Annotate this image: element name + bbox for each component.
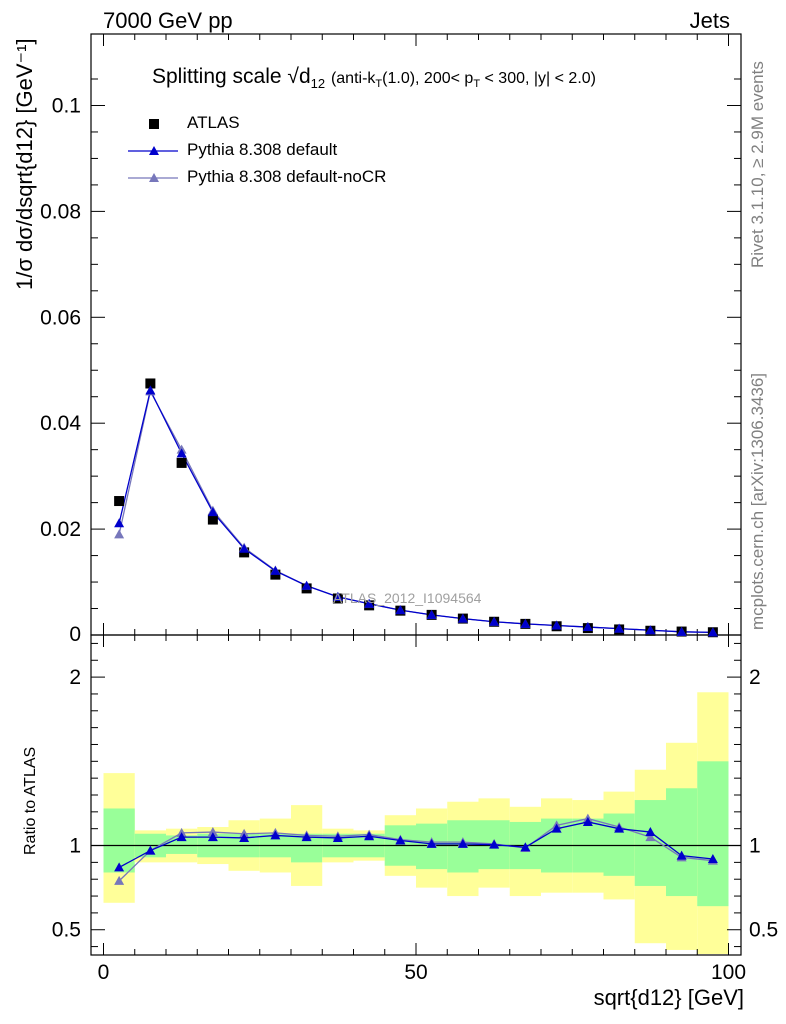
data-point-pythia-default — [114, 518, 125, 528]
data-point-pythia-default — [457, 613, 468, 623]
y-tick-label: 0.04 — [40, 412, 81, 435]
jets-label: Jets — [689, 8, 730, 33]
y-tick-label: 1 — [69, 835, 81, 858]
ratio-point-pythia-default — [520, 842, 531, 852]
x-tick-label: 50 — [404, 961, 427, 984]
ratio-point-pythia-default — [332, 832, 343, 842]
ratio-uncertainty-bands — [103, 692, 729, 954]
y-tick-label-right: 2 — [749, 666, 761, 689]
y-tick-label: 0.08 — [40, 200, 81, 223]
y-tick-label-right: 1 — [749, 835, 761, 858]
data-point-pythia-default — [582, 622, 593, 632]
ratio-point-pythia-default — [176, 832, 187, 842]
y-tick-label: 2 — [69, 666, 81, 689]
analysis-tag: ATLAS_2012_I1094564 — [333, 590, 482, 606]
data-point-pythia-default — [489, 616, 500, 626]
mcplots-label: mcplots.cern.ch [arXiv:1306.3436] — [748, 372, 767, 630]
ratio-y-axis-label: Ratio to ATLAS — [22, 746, 39, 855]
band-1sigma — [666, 788, 698, 897]
ratio-plot-series — [114, 813, 718, 885]
band-1sigma — [634, 800, 666, 886]
chart-title: Splitting scale √d12 (anti-kT(1.0), 200<… — [152, 65, 596, 92]
data-point-pythia-default — [426, 609, 437, 619]
ratio-point-pythia-default — [145, 845, 156, 855]
data-point-pythia-default — [645, 625, 656, 635]
ratio-point-pythia-nocr — [114, 875, 125, 885]
band-1sigma — [697, 761, 729, 907]
data-point-pythia-default — [270, 565, 281, 575]
y-tick-label: 0 — [69, 623, 81, 646]
ratio-point-pythia-default — [614, 823, 625, 833]
main-y-axis-label: 1/σ dσ/dsqrt{d12} [GeV⁻¹] — [12, 38, 37, 290]
collision-label: 7000 GeV pp — [103, 8, 233, 33]
ratio-point-pythia-nocr — [645, 832, 656, 842]
y-tick-label: 0.1 — [52, 94, 81, 117]
data-point-atlas — [176, 457, 187, 468]
y-tick-label: 0.02 — [40, 518, 81, 541]
ratio-point-pythia-default — [270, 830, 281, 840]
data-point-pythia-default — [364, 598, 375, 608]
legend-label-pythia-default: Pythia 8.308 default — [187, 140, 338, 159]
ratio-point-pythia-default — [364, 831, 375, 841]
legend-label-pythia-nocr: Pythia 8.308 default-noCR — [187, 167, 387, 186]
data-point-pythia-default — [614, 623, 625, 633]
data-point-pythia-default — [520, 618, 531, 628]
data-point-pythia-nocr — [114, 529, 125, 539]
data-point-pythia-default — [676, 626, 687, 636]
data-point-pythia-default — [395, 605, 406, 615]
x-axis-label: sqrt{d12} [GeV] — [593, 985, 744, 1010]
data-point-pythia-default — [332, 591, 343, 601]
y-tick-label: 0.06 — [40, 306, 81, 329]
rivet-label: Rivet 3.1.10, ≥ 2.9M events — [748, 61, 767, 268]
ratio-point-pythia-default — [489, 839, 500, 849]
ratio-line-pythia-default — [118, 821, 713, 868]
legend-label-atlas: ATLAS — [187, 113, 240, 132]
data-point-pythia-default — [551, 620, 562, 630]
ratio-point-pythia-default — [426, 838, 437, 848]
data-point-atlas — [145, 378, 156, 389]
main-plot-frame: 0.02 0.04 0.06 0.08 0.1 0 — [40, 33, 742, 646]
data-point-pythia-default — [301, 580, 312, 590]
legend-marker-atlas — [149, 119, 159, 129]
ratio-point-pythia-nocr — [207, 827, 218, 837]
x-tick-label: 0 — [98, 961, 110, 984]
main-plot-series — [114, 378, 718, 638]
data-point-pythia-default — [145, 385, 156, 395]
legend-marker-pythia-default — [149, 146, 159, 155]
ratio-point-pythia-default — [645, 827, 656, 837]
ratio-point-pythia-default — [395, 835, 406, 845]
y-tick-label: 0.5 — [52, 919, 81, 942]
legend-markers — [128, 119, 178, 182]
ratio-point-pythia-default — [582, 816, 593, 826]
data-point-pythia-default — [207, 507, 218, 517]
data-point-atlas — [114, 496, 125, 507]
ratio-point-pythia-default — [207, 832, 218, 842]
ratio-point-pythia-default — [707, 854, 718, 863]
ratio-point-pythia-default — [676, 850, 687, 860]
ratio-point-pythia-default — [457, 838, 468, 848]
data-point-pythia-default — [239, 543, 250, 553]
data-point-atlas — [207, 514, 218, 525]
series-line-pythia-default — [118, 388, 713, 634]
ratio-line-pythia-nocr — [118, 817, 713, 882]
x-tick-label: 100 — [711, 961, 746, 984]
y-tick-label-right: 0.5 — [749, 919, 778, 942]
ratio-point-pythia-default — [551, 823, 562, 833]
ratio-point-pythia-default — [239, 832, 250, 842]
legend-marker-pythia-nocr — [149, 173, 159, 182]
ratio-point-pythia-default — [301, 832, 312, 842]
data-point-pythia-default — [707, 627, 718, 637]
ratio-point-pythia-default — [114, 862, 125, 872]
data-point-pythia-default — [176, 448, 187, 458]
